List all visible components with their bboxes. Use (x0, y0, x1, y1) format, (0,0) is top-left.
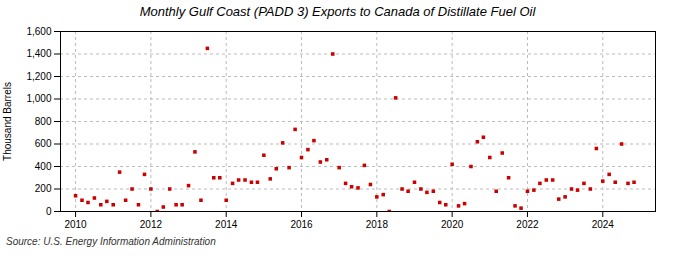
svg-text:1,000: 1,000 (26, 93, 51, 104)
svg-text:2020: 2020 (441, 219, 464, 230)
svg-text:2018: 2018 (366, 219, 389, 230)
html-text:Source: U.S. Energy Informatio: Source: U.S. Energy Information Administ… (6, 236, 216, 247)
svg-text:1,200: 1,200 (26, 71, 51, 82)
svg-text:600: 600 (35, 138, 52, 149)
svg-text:2010: 2010 (64, 219, 87, 230)
svg-text:1,400: 1,400 (26, 48, 51, 59)
svg-text:2016: 2016 (290, 219, 313, 230)
svg-text:2024: 2024 (592, 219, 615, 230)
svg-text:Thousand Barrels: Thousand Barrels (2, 82, 13, 161)
svg-text:2022: 2022 (516, 219, 539, 230)
svg-text:2014: 2014 (215, 219, 238, 230)
html-text:Monthly Gulf Coast (PADD 3) Ex: Monthly Gulf Coast (PADD 3) Exports to C… (139, 4, 536, 19)
svg-text:2012: 2012 (140, 219, 163, 230)
svg-text:800: 800 (35, 116, 52, 127)
svg-text:0: 0 (46, 206, 52, 217)
svg-text:1,600: 1,600 (26, 26, 51, 37)
svg-text:400: 400 (35, 161, 52, 172)
svg-text:200: 200 (35, 183, 52, 194)
